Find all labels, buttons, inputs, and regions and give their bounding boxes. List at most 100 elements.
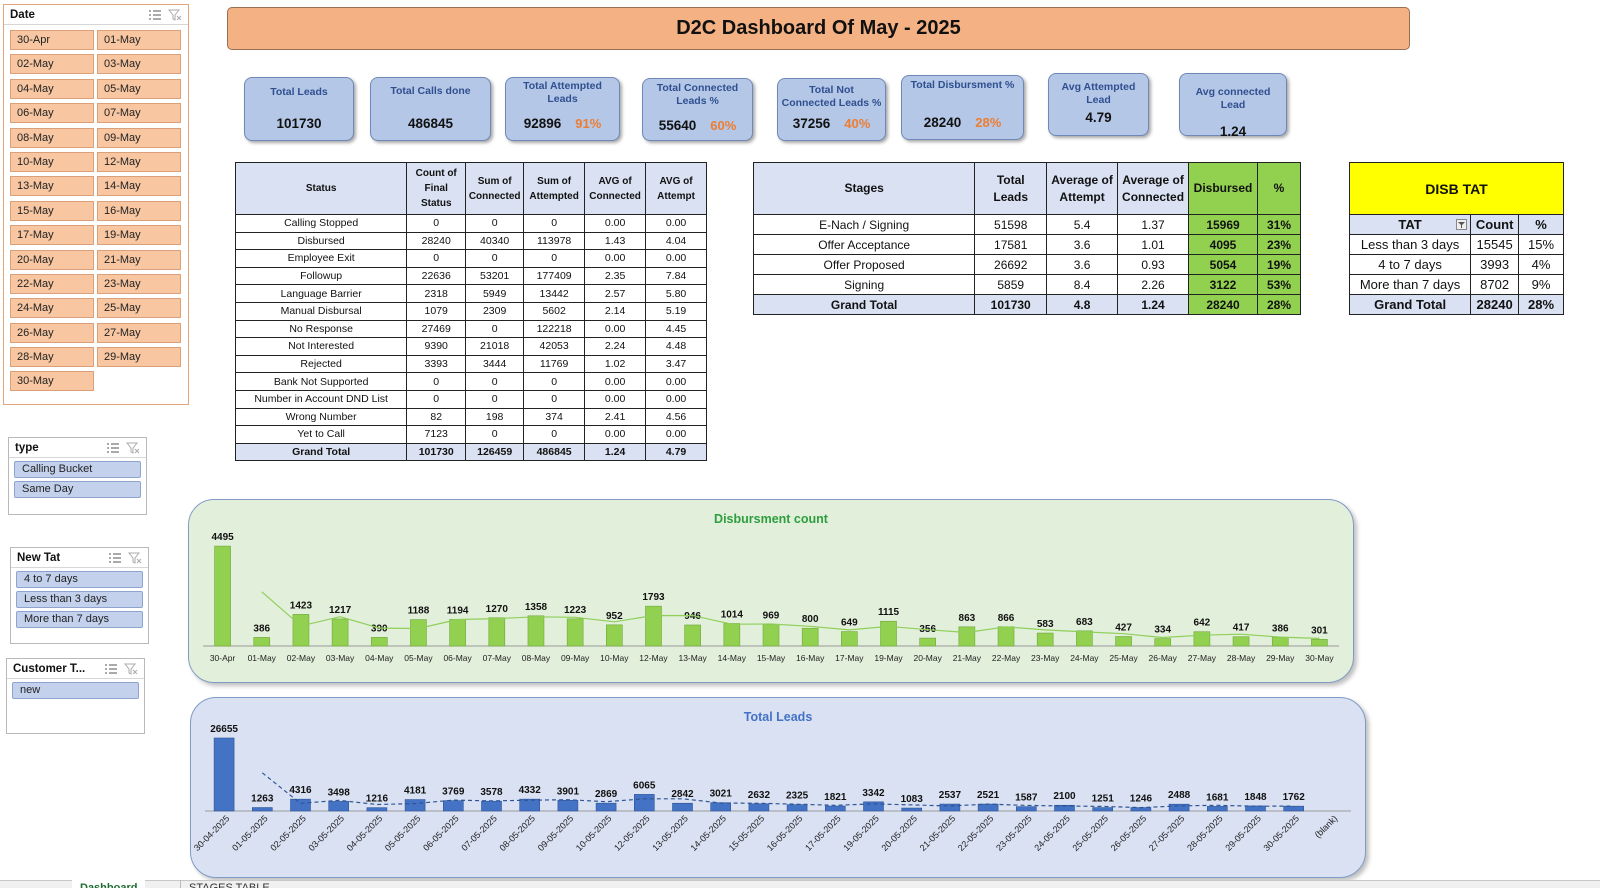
total-leads-chart: Total Leads 26655 1263 4316 3498 1216 4181 376…	[190, 697, 1366, 878]
bar	[213, 737, 235, 812]
new-tat-slicer: New Tat 4 to 7 days Less than 3 days Mor…	[10, 547, 149, 644]
clear-filter-icon[interactable]	[128, 552, 142, 564]
data-label: 1223	[564, 605, 587, 616]
slicer-item-new[interactable]: new	[12, 682, 139, 699]
date-slicer-item[interactable]: 28-May	[10, 347, 94, 368]
table-cell: 1.24	[584, 442, 647, 462]
date-slicer-item[interactable]: 25-May	[97, 298, 181, 319]
data-label: 1216	[366, 794, 389, 805]
kpi-label: Avg connected Lead	[1195, 86, 1271, 111]
x-tick-label: 01-05-2025	[230, 813, 270, 853]
data-label: 952	[606, 611, 623, 622]
data-label: 1793	[642, 592, 665, 603]
kpi-total-attempted: Total Attempted Leads 92896 91%	[505, 77, 620, 141]
new-tat-slicer-header: New Tat	[11, 548, 148, 568]
date-slicer-item[interactable]: 09-May	[97, 127, 181, 148]
date-slicer-item[interactable]: 06-May	[10, 103, 94, 124]
bar	[880, 620, 897, 647]
date-slicer-item[interactable]: 16-May	[97, 200, 181, 221]
table-header-row: TAT Count %	[1348, 214, 1564, 235]
clear-filter-icon[interactable]	[124, 663, 138, 675]
x-tick-label: 08-05-2025	[497, 813, 537, 853]
kpi-value: 92896	[523, 116, 562, 131]
date-slicer-item[interactable]: 08-May	[10, 127, 94, 148]
table-cell: 0	[523, 249, 586, 268]
date-slicer-item[interactable]: 19-May	[97, 225, 181, 246]
date-slicer-item[interactable]: 13-May	[10, 176, 94, 197]
date-slicer-item[interactable]: 24-May	[10, 298, 94, 319]
bar	[290, 798, 311, 812]
date-slicer-item[interactable]: 27-May	[97, 322, 181, 343]
date-slicer-item[interactable]: 15-May	[10, 200, 94, 221]
table-cell: 4 to 7 days	[1348, 254, 1472, 275]
bar	[1271, 637, 1289, 647]
data-label: 4181	[404, 786, 427, 797]
table-cell: 126459	[465, 442, 525, 462]
slicer-item-calling-bucket[interactable]: Calling Bucket	[14, 461, 141, 478]
table-row: More than 7 days 8702 9%	[1348, 274, 1564, 295]
date-slicer-item[interactable]: 02-May	[10, 54, 94, 75]
multi-select-icon[interactable]	[104, 663, 118, 675]
data-label: 26655	[210, 724, 238, 735]
date-slicer-item[interactable]: 03-May	[97, 54, 181, 75]
clear-filter-icon[interactable]	[126, 442, 140, 454]
table-cell: 0.00	[645, 372, 707, 391]
date-slicer-item[interactable]: 10-May	[10, 151, 94, 172]
slicer-item-more-than-7-days[interactable]: More than 7 days	[16, 611, 143, 628]
slicer-item-same-day[interactable]: Same Day	[14, 481, 141, 498]
customer-type-slicer: Customer T... new	[6, 658, 145, 734]
chart-title: Disbursment count	[714, 512, 828, 526]
data-label: 4316	[289, 785, 312, 796]
column-header: Average of Attempt	[1046, 162, 1119, 215]
date-slicer-item[interactable]: 12-May	[97, 151, 181, 172]
date-slicer-item[interactable]: 05-May	[97, 78, 181, 99]
sheet-tab-dashboard[interactable]: Dashboard	[72, 880, 146, 888]
multi-select-icon[interactable]	[108, 552, 122, 564]
sheet-tab-stages-table[interactable]: STAGES TABLE	[180, 880, 278, 888]
bar	[527, 615, 545, 647]
multi-select-icon[interactable]	[106, 442, 120, 454]
bar	[292, 614, 310, 647]
clear-filter-icon[interactable]	[168, 9, 182, 21]
column-header[interactable]: TAT	[1348, 214, 1472, 235]
date-slicer-item[interactable]: 07-May	[97, 103, 181, 124]
slicer-item-less-than-3-days[interactable]: Less than 3 days	[16, 591, 143, 608]
x-tick-label: 24-May	[1070, 653, 1099, 663]
x-tick-label: 30-05-2025	[1261, 813, 1301, 853]
date-slicer-item[interactable]: 01-May	[97, 30, 181, 50]
date-slicer-item[interactable]: 17-May	[10, 225, 94, 246]
filter-dropdown-icon[interactable]	[1456, 218, 1468, 233]
date-slicer-item[interactable]: 23-May	[97, 273, 181, 294]
data-label: 2842	[671, 789, 694, 800]
data-label: 1083	[901, 794, 924, 805]
table-cell: Yet to Call	[234, 425, 408, 444]
date-slicer-item[interactable]: 30-Apr	[10, 30, 94, 50]
data-label: 3342	[862, 788, 885, 799]
data-label: 1681	[1206, 792, 1229, 803]
table-cell: 17581	[974, 234, 1048, 255]
table-cell: 177409	[523, 266, 586, 286]
bar	[1283, 805, 1304, 812]
slicer-item-4-to-7-days[interactable]: 4 to 7 days	[16, 571, 143, 588]
multi-select-icon[interactable]	[148, 9, 162, 21]
date-slicer-item[interactable]: 26-May	[10, 322, 94, 343]
date-slicer-item[interactable]: 14-May	[97, 176, 181, 197]
bar	[1232, 636, 1250, 647]
data-label: 649	[841, 618, 858, 629]
date-slicer-item[interactable]: 20-May	[10, 249, 94, 270]
x-tick-label: 19-05-2025	[841, 813, 881, 853]
table-cell: 4.48	[645, 337, 707, 356]
date-slicer-item[interactable]: 21-May	[97, 249, 181, 270]
data-label: 1423	[290, 600, 313, 611]
date-slicer-item[interactable]: 30-May	[10, 371, 94, 392]
date-slicer-item[interactable]: 22-May	[10, 273, 94, 294]
table-cell: 11769	[523, 354, 586, 374]
date-slicer-item[interactable]: 29-May	[97, 347, 181, 368]
x-tick-label: 30-May	[1305, 653, 1334, 663]
table-cell: 4.04	[645, 231, 707, 251]
type-slicer-title: type	[15, 441, 39, 454]
table-cell: 82	[406, 407, 467, 427]
bar	[1311, 639, 1328, 647]
stages-table: Stages Total Leads Average of Attempt Av…	[752, 162, 1301, 315]
date-slicer-item[interactable]: 04-May	[10, 78, 94, 99]
